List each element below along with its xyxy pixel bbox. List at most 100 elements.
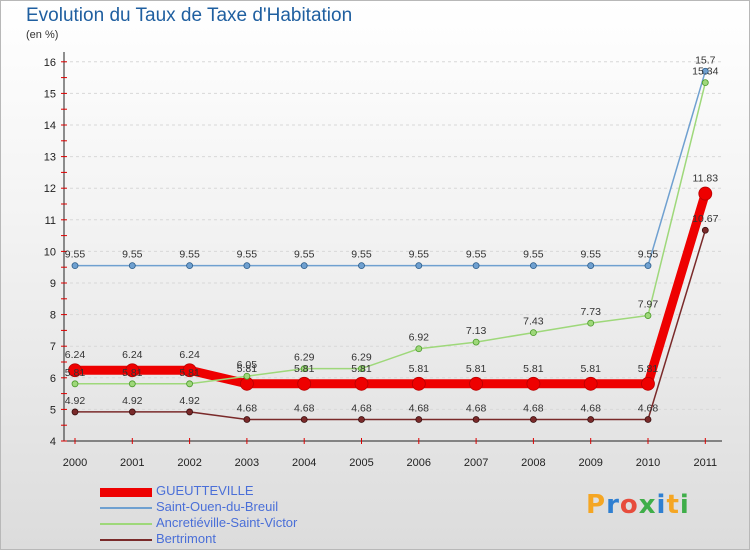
data-label: 5.81 xyxy=(409,363,430,375)
data-label: 4.68 xyxy=(294,403,315,415)
data-label: 4.68 xyxy=(638,403,659,415)
y-tick-label: 10 xyxy=(44,246,56,258)
legend-swatch xyxy=(100,507,152,509)
data-point xyxy=(587,319,595,327)
data-point xyxy=(530,329,537,337)
data-point xyxy=(415,345,423,353)
data-label: 4.92 xyxy=(179,395,200,407)
data-point xyxy=(243,416,251,423)
data-label: 5.81 xyxy=(523,363,544,375)
y-tick-label: 12 xyxy=(44,183,56,195)
y-tick-label: 8 xyxy=(50,310,56,322)
data-label: 4.92 xyxy=(65,395,86,407)
y-tick-label: 5 xyxy=(50,404,56,416)
data-label: 6.05 xyxy=(237,359,258,371)
data-label: 7.13 xyxy=(466,325,487,337)
data-point xyxy=(300,416,308,423)
logo-letter: i xyxy=(679,490,690,520)
x-tick-label: 2005 xyxy=(349,457,373,469)
data-point xyxy=(128,380,136,388)
data-point xyxy=(701,226,709,234)
series-line-2 xyxy=(74,81,707,385)
data-label: 9.55 xyxy=(294,249,315,261)
data-point xyxy=(182,363,197,378)
data-point xyxy=(186,262,194,270)
data-point xyxy=(644,262,652,270)
data-point xyxy=(68,363,82,378)
logo-letter: i xyxy=(656,490,667,520)
y-tick-label: 16 xyxy=(44,57,56,69)
data-label: 7.73 xyxy=(580,306,601,318)
data-point xyxy=(701,79,709,87)
data-label: 7.43 xyxy=(523,316,544,328)
data-point xyxy=(186,380,194,388)
data-point xyxy=(358,365,365,373)
data-label: 9.55 xyxy=(409,249,430,261)
data-point xyxy=(583,376,598,391)
data-label: 9.55 xyxy=(351,249,372,261)
data-point xyxy=(71,408,79,416)
data-point xyxy=(472,338,480,346)
data-point xyxy=(128,408,136,416)
logo-letter: x xyxy=(638,490,657,520)
y-tick-label: 11 xyxy=(45,215,56,227)
legend-label: GUEUTTEVILLE xyxy=(156,483,254,498)
data-label: 6.29 xyxy=(351,352,372,364)
data-label: 6.24 xyxy=(122,349,143,361)
data-point xyxy=(358,262,365,270)
y-tick-label: 14 xyxy=(44,120,56,132)
data-label: 9.55 xyxy=(466,249,487,261)
data-point xyxy=(358,416,365,423)
data-point xyxy=(297,376,312,391)
data-point xyxy=(701,67,709,75)
data-label: 4.92 xyxy=(122,395,143,407)
logo-letter: P xyxy=(586,490,607,520)
data-label: 5.81 xyxy=(294,363,315,375)
series-line-1 xyxy=(74,70,707,267)
data-label: 5.81 xyxy=(65,367,86,379)
data-label: 9.55 xyxy=(580,249,601,261)
x-tick-label: 2004 xyxy=(292,457,316,469)
data-label: 6.24 xyxy=(65,349,86,361)
x-tick-label: 2002 xyxy=(177,457,201,469)
x-tick-label: 2010 xyxy=(636,457,660,469)
data-point xyxy=(300,365,308,373)
data-label: 6.92 xyxy=(409,332,430,344)
data-point xyxy=(644,312,652,319)
data-label: 9.55 xyxy=(179,249,200,261)
data-point xyxy=(125,363,140,378)
chart-title: Evolution du Taux de Taxe d'Habitation xyxy=(26,5,353,26)
data-label: 4.68 xyxy=(409,403,430,415)
data-point xyxy=(415,262,423,270)
series-line-0 xyxy=(70,189,710,389)
data-point xyxy=(469,376,484,391)
data-label: 5.81 xyxy=(122,367,143,379)
x-tick-label: 2008 xyxy=(521,457,545,469)
data-point xyxy=(644,416,652,423)
data-point xyxy=(526,376,541,391)
logo-letter: o xyxy=(619,490,639,520)
data-label: 5.81 xyxy=(237,363,258,375)
data-label: 5.81 xyxy=(580,363,601,375)
data-point xyxy=(530,262,537,270)
data-point xyxy=(530,416,537,423)
data-point xyxy=(472,262,480,270)
x-tick-label: 2000 xyxy=(63,457,87,469)
data-point xyxy=(71,262,79,270)
x-tick-label: 2007 xyxy=(464,457,488,469)
data-label: 9.55 xyxy=(523,249,544,261)
x-tick-label: 2003 xyxy=(235,457,259,469)
data-point xyxy=(300,262,308,270)
chart-subtitle: (en %) xyxy=(26,29,59,41)
data-label: 5.81 xyxy=(638,363,659,375)
data-label: 4.68 xyxy=(237,403,258,415)
data-label: 5.81 xyxy=(179,367,200,379)
data-label: 4.68 xyxy=(580,403,601,415)
data-point xyxy=(587,416,595,423)
data-point xyxy=(71,380,79,388)
y-tick-label: 15 xyxy=(44,88,56,100)
data-point xyxy=(587,262,595,270)
data-point xyxy=(128,262,136,270)
x-tick-label: 2009 xyxy=(578,457,602,469)
